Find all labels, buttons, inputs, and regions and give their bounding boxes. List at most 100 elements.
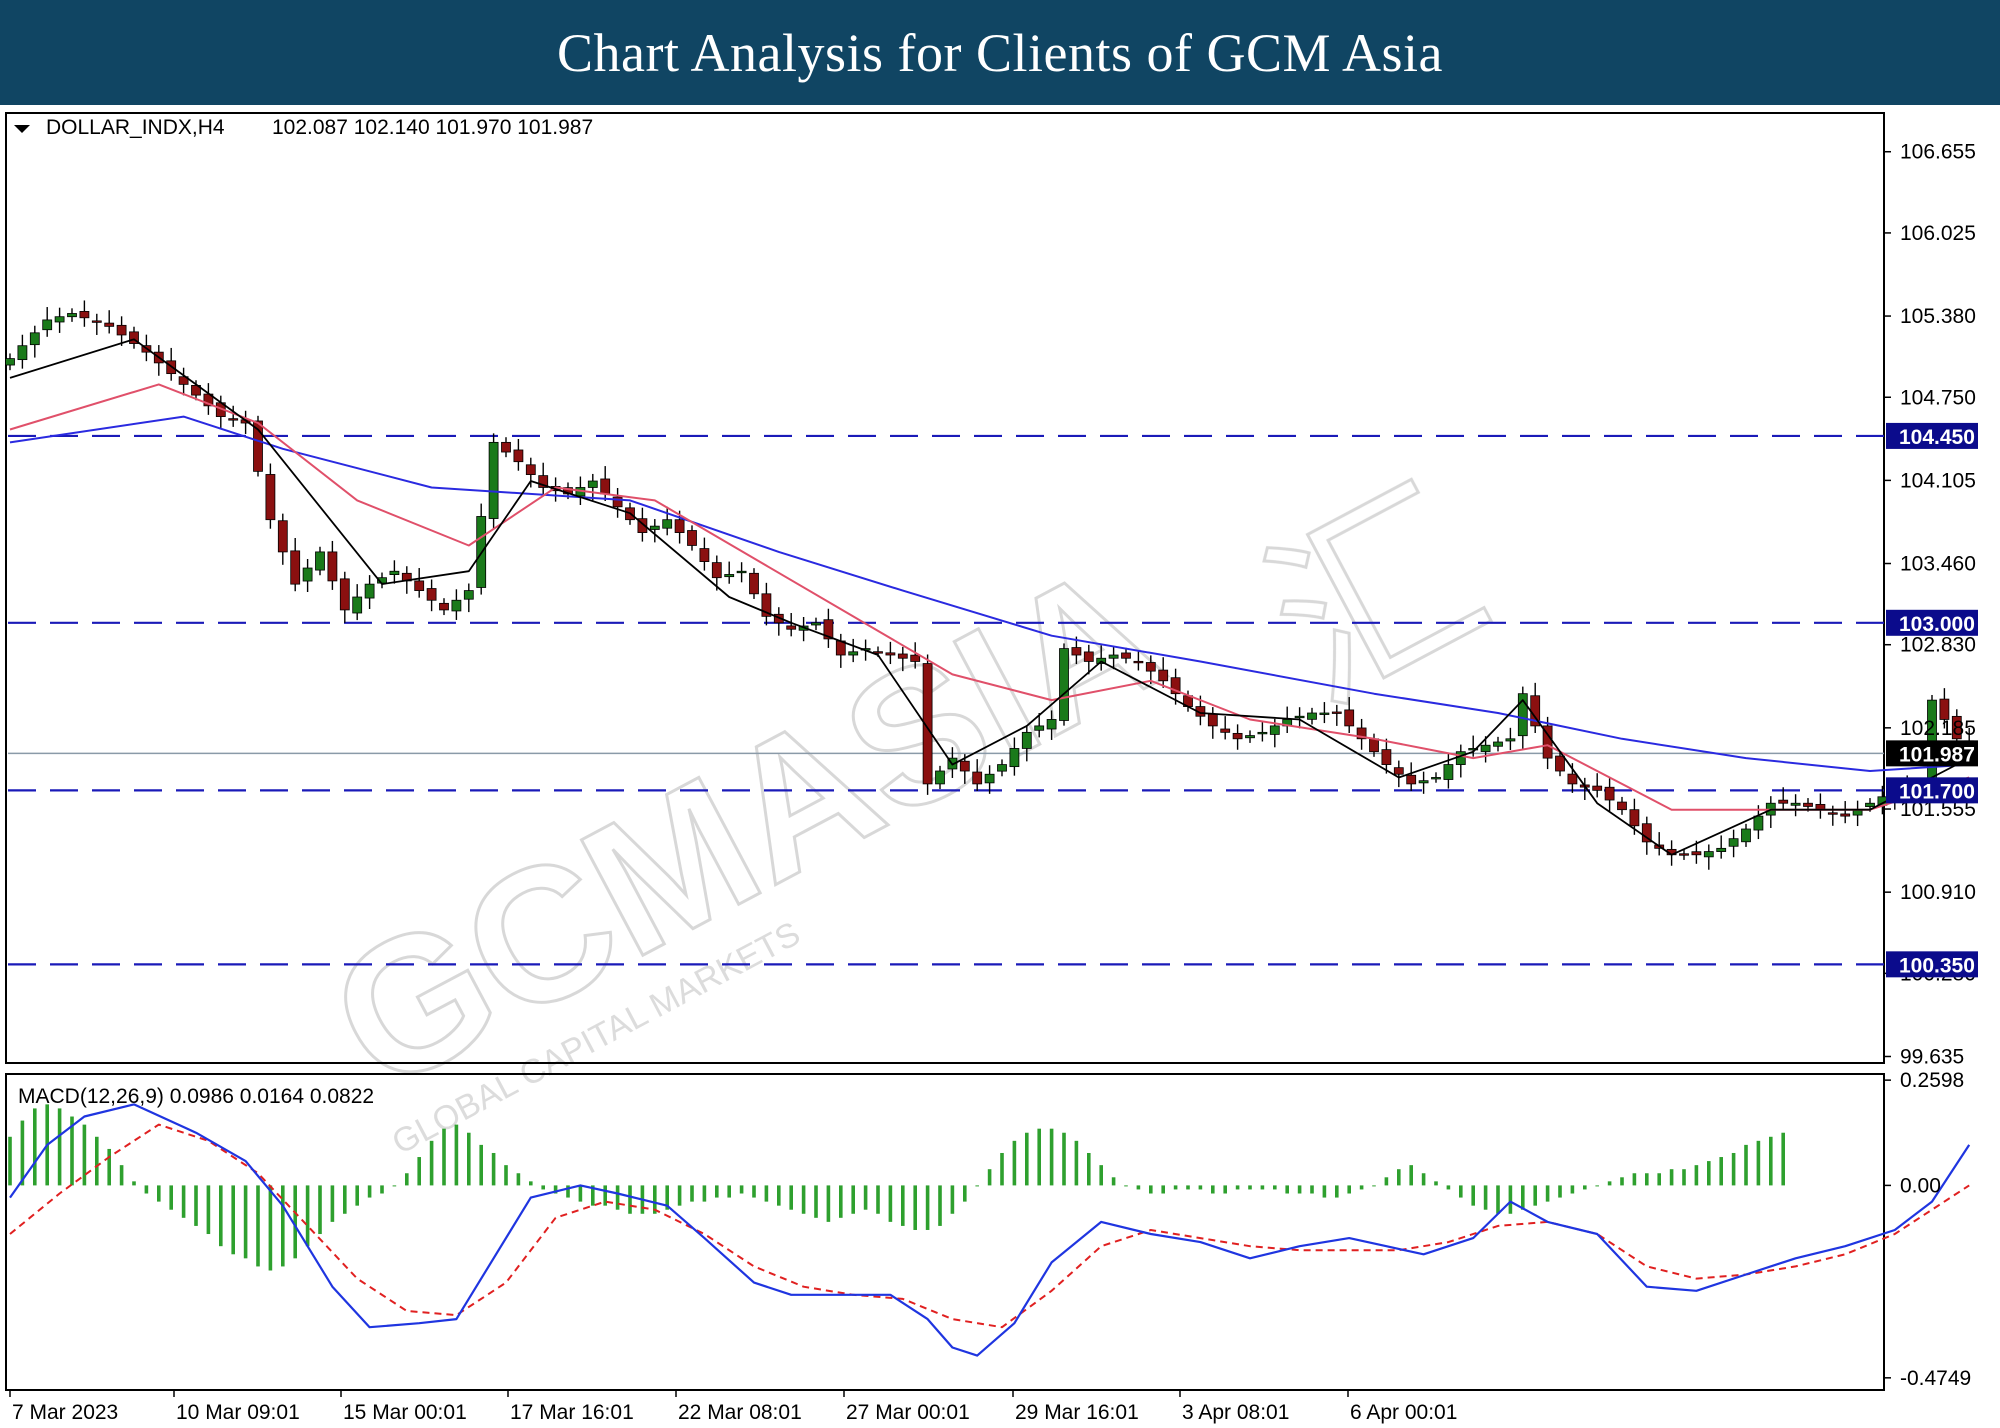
macd-histogram-bar: [1211, 1185, 1215, 1194]
macd-y-tick-label: 0.2598: [1900, 1069, 1964, 1092]
macd-histogram-bar: [405, 1173, 409, 1186]
macd-histogram-bar: [293, 1185, 297, 1259]
macd-histogram-bar: [1446, 1185, 1451, 1190]
macd-histogram-bar: [20, 1120, 25, 1186]
candle-body: [1158, 669, 1169, 682]
candle-body: [439, 602, 449, 611]
macd-histogram-bar: [1558, 1185, 1562, 1198]
candle-body: [1728, 838, 1739, 847]
candle-body: [1009, 748, 1020, 768]
candle-body: [1220, 728, 1231, 733]
y-tick-label: 100.910: [1900, 881, 1976, 904]
candle-body: [538, 475, 549, 488]
macd-histogram-bar: [1744, 1144, 1748, 1186]
macd-histogram-bar: [330, 1185, 335, 1222]
macd-histogram-bar: [876, 1185, 880, 1214]
candle-body: [451, 599, 462, 612]
macd-histogram-bar: [938, 1185, 942, 1226]
macd-histogram-bar: [764, 1185, 769, 1202]
candle-body: [1567, 773, 1578, 785]
macd-histogram-bar: [950, 1185, 955, 1214]
macd-histogram-bar: [1731, 1152, 1736, 1186]
macd-histogram-bar: [305, 1185, 310, 1247]
candle-body: [910, 654, 921, 662]
macd-histogram-bar: [1632, 1173, 1637, 1186]
macd-histogram-bar: [801, 1185, 806, 1214]
candle-body: [1046, 719, 1057, 730]
y-tick-label: 104.750: [1900, 386, 1976, 409]
candle-body: [1083, 651, 1094, 662]
macd-histogram-bar: [1508, 1185, 1513, 1214]
candle-body: [674, 519, 685, 533]
collapse-triangle-icon[interactable]: [14, 125, 30, 133]
macd-histogram-bar: [1235, 1185, 1240, 1190]
macd-histogram-bar: [1322, 1185, 1327, 1198]
macd-histogram-bar: [566, 1185, 570, 1198]
candle-body: [104, 322, 115, 327]
macd-histogram-bar: [1496, 1185, 1500, 1214]
macd-histogram-bar: [1384, 1177, 1389, 1186]
macd-chart-frame: [5, 1073, 1885, 1391]
candle-body: [290, 550, 301, 585]
candle-body: [426, 588, 437, 601]
candle-body: [711, 562, 722, 579]
macd-histogram-bar: [752, 1185, 756, 1198]
level-label-box: [1886, 422, 1978, 449]
macd-histogram-bar: [1434, 1181, 1438, 1186]
macd-histogram-bar: [529, 1181, 533, 1186]
candle-body: [1840, 813, 1851, 817]
macd-histogram-bar: [1111, 1177, 1116, 1186]
level-label-box: [1886, 951, 1978, 978]
x-tick-label: 22 Mar 08:01: [678, 1401, 802, 1424]
candle-body: [997, 764, 1007, 772]
macd-histogram-bar: [1372, 1185, 1376, 1187]
macd-histogram-bar: [454, 1124, 459, 1186]
macd-plot: [8, 1103, 1971, 1357]
macd-histogram-bar: [863, 1185, 868, 1210]
candle-body: [649, 525, 660, 530]
candle-body: [1716, 847, 1727, 852]
current-price-text: 101.987: [1899, 743, 1975, 766]
macd-histogram-bar: [888, 1185, 893, 1222]
x-tick-label: 29 Mar 16:01: [1015, 1401, 1139, 1424]
macd-histogram-bar: [1545, 1185, 1550, 1202]
candle-body: [922, 663, 933, 785]
macd-histogram-bar: [727, 1185, 731, 1198]
macd-histogram-bar: [702, 1185, 707, 1202]
macd-histogram-bar: [479, 1144, 483, 1186]
main-chart-frame: [5, 112, 1885, 1064]
macd-histogram-bar: [1260, 1185, 1265, 1190]
macd-histogram-bar: [1707, 1161, 1711, 1186]
macd-histogram-bar: [1335, 1185, 1339, 1198]
level-label-text: 103.000: [1899, 613, 1975, 636]
candle-body: [1951, 715, 1962, 740]
macd-histogram-bar: [392, 1185, 397, 1187]
macd-histogram-bar: [1310, 1185, 1314, 1194]
current-price-box: [1886, 740, 1978, 767]
candle-body: [1034, 725, 1045, 731]
macd-histogram-bar: [739, 1185, 744, 1194]
y-tick-label: 103.460: [1900, 553, 1976, 576]
macd-histogram-bar: [1756, 1140, 1761, 1186]
macd-histogram-bar: [1397, 1169, 1401, 1186]
candle-body: [1021, 731, 1032, 749]
macd-histogram-bar: [541, 1185, 545, 1190]
macd-histogram-bar: [231, 1185, 235, 1255]
macd-signal-line: [9, 1123, 1970, 1329]
candle-body: [116, 324, 127, 336]
candle-body: [1071, 647, 1082, 656]
macd-histogram-bar: [1297, 1185, 1302, 1194]
macd-histogram-bar: [963, 1185, 967, 1202]
macd-histogram-bar: [57, 1108, 62, 1186]
macd-histogram-bar: [901, 1185, 905, 1226]
candle-body: [637, 518, 648, 533]
macd-histogram-bar: [268, 1185, 273, 1271]
candle-body: [600, 478, 611, 495]
candle-body: [749, 572, 759, 595]
macd-histogram-bar: [1694, 1165, 1699, 1186]
candle-body: [525, 464, 536, 475]
candle-body: [1381, 749, 1392, 765]
macd-histogram-bar: [1607, 1181, 1612, 1186]
candle-body: [1790, 802, 1801, 806]
candle-body: [67, 313, 77, 318]
